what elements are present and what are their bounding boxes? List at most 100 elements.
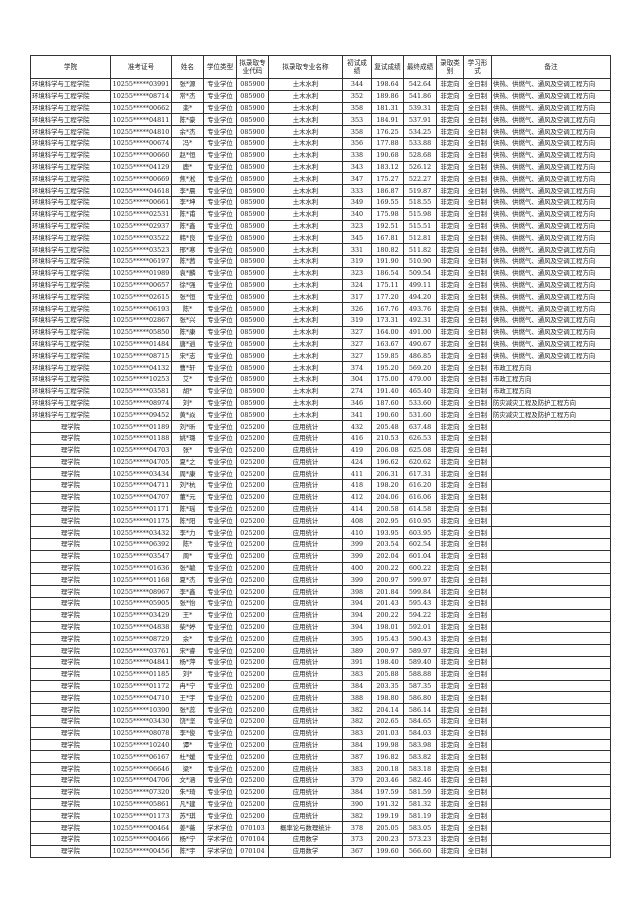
cell-major-code: 025200	[236, 762, 269, 776]
cell-college: 理学院	[30, 762, 111, 776]
cell-final-score: 492.31	[403, 313, 437, 327]
cell-note	[491, 809, 611, 823]
cell-final-score: 494.20	[403, 290, 437, 304]
cell-note: 供热、供燃气、通风及空调工程方向	[491, 349, 611, 363]
cell-retest-score: 186.54	[371, 266, 404, 280]
cell-retest-score: 203.54	[371, 538, 404, 551]
cell-prelim-score: 324	[342, 278, 372, 292]
cell-degree-type: 专业学位	[203, 372, 237, 386]
cell-exam-id: 10255*****02867	[110, 313, 172, 327]
cell-prelim-score: 374	[342, 361, 372, 374]
cell-degree-type: 专业学位	[203, 290, 237, 304]
cell-name: 杨*宁	[171, 833, 204, 846]
cell-college: 环境科学与工程学院	[30, 313, 111, 327]
cell-final-score: 581.59	[403, 785, 437, 799]
cell-exam-id: 10255*****01172	[110, 679, 172, 693]
table-row: 理学院 10255*****06392 陈* 专业学位 025200 应用统计 399 203…	[30, 538, 611, 551]
cell-exam-id: 10255*****08715	[110, 349, 172, 363]
cell-major-name: 应用统计	[268, 608, 343, 622]
cell-retest-score: 196.82	[371, 750, 404, 764]
cell-note	[491, 774, 611, 787]
cell-major-code: 025200	[236, 561, 269, 575]
cell-exam-id: 10255*****05905	[110, 597, 172, 610]
cell-final-score: 511.82	[403, 243, 437, 256]
cell-study-mode: 全日制	[463, 443, 492, 457]
table-row: 理学院 10255*****03761 宋*睿 专业学位 025200 应用统计 389 20…	[30, 644, 611, 658]
cell-major-code: 085900	[236, 148, 269, 162]
cell-admission-type: 非定向	[436, 219, 464, 233]
cell-major-code: 025200	[236, 549, 269, 563]
cell-degree-type: 学术学位	[203, 833, 237, 846]
cell-study-mode: 全日制	[463, 549, 492, 563]
cell-admission-type: 非定向	[436, 101, 464, 115]
cell-prelim-score: 414	[342, 502, 372, 516]
cell-prelim-score: 383	[342, 667, 372, 681]
cell-admission-type: 非定向	[436, 703, 464, 717]
cell-retest-score: 183.12	[371, 160, 404, 174]
cell-final-score: 510.90	[403, 254, 437, 268]
cell-note	[491, 644, 611, 658]
cell-admission-type: 非定向	[436, 797, 464, 811]
cell-degree-type: 专业学位	[203, 125, 237, 138]
cell-major-code: 085900	[236, 384, 269, 398]
cell-degree-type: 专业学位	[203, 349, 237, 363]
cell-study-mode: 全日制	[463, 396, 492, 410]
table-row: 环境科学与工程学院 10255*****03523 邢*寒 专业学位 085900 土木水…	[30, 243, 611, 256]
cell-name: 黄*焱	[171, 408, 204, 422]
cell-final-score: 533.60	[403, 396, 437, 410]
cell-major-code: 085900	[236, 243, 269, 256]
cell-study-mode: 全日制	[463, 302, 492, 315]
cell-major-name: 应用统计	[268, 750, 343, 764]
cell-final-score: 490.67	[403, 337, 437, 351]
cell-name: 刘*	[171, 396, 204, 410]
cell-college: 环境科学与工程学院	[30, 160, 111, 174]
cell-note	[491, 620, 611, 634]
cell-major-code: 085900	[236, 278, 269, 292]
table-row: 环境科学与工程学院 10255*****06197 陈*茜 专业学位 085900 土木水…	[30, 254, 611, 268]
cell-college: 理学院	[30, 620, 111, 634]
cell-major-name: 土木水利	[268, 290, 343, 304]
table-row: 环境科学与工程学院 10255*****08714 常*杰 专业学位 085900 土木水…	[30, 89, 611, 103]
cell-exam-id: 10255*****00661	[110, 195, 172, 209]
cell-name: 李*坤	[171, 195, 204, 209]
cell-study-mode: 全日制	[463, 691, 492, 705]
cell-exam-id: 10255*****06193	[110, 302, 172, 315]
cell-major-code: 085900	[236, 313, 269, 327]
cell-final-score: 594.22	[403, 608, 437, 622]
table-row: 理学院 10255*****05861 凡*建 专业学位 025200 应用统计 390 19…	[30, 797, 611, 811]
cell-final-score: 518.55	[403, 195, 437, 209]
cell-note: 供热、供燃气、通风及空调工程方向	[491, 101, 611, 115]
cell-admission-type: 非定向	[436, 325, 464, 339]
cell-name: 文*涵	[171, 774, 204, 787]
cell-major-name: 土木水利	[268, 195, 343, 209]
cell-study-mode: 全日制	[463, 455, 492, 469]
header-final-score: 最终成绩	[403, 55, 437, 79]
cell-prelim-score: 416	[342, 431, 372, 445]
cell-college: 环境科学与工程学院	[30, 254, 111, 268]
cell-name: 姜*薇	[171, 821, 204, 834]
cell-prelim-score: 338	[342, 148, 372, 162]
cell-name: 余*杰	[171, 125, 204, 138]
cell-major-code: 085900	[236, 113, 269, 127]
cell-exam-id: 10255*****04707	[110, 490, 172, 504]
cell-major-code: 085900	[236, 184, 269, 197]
cell-note	[491, 585, 611, 599]
cell-major-code: 025200	[236, 726, 269, 740]
cell-college: 环境科学与工程学院	[30, 125, 111, 138]
table-row: 环境科学与工程学院 10255*****09452 黄*焱 专业学位 085900 土木水…	[30, 408, 611, 422]
cell-degree-type: 专业学位	[203, 597, 237, 610]
cell-note	[491, 420, 611, 433]
cell-admission-type: 非定向	[436, 408, 464, 422]
cell-college: 环境科学与工程学院	[30, 337, 111, 351]
cell-note: 供热、供燃气、通风及空调工程方向	[491, 266, 611, 280]
cell-note: 供热、供燃气、通风及空调工程方向	[491, 78, 611, 91]
cell-exam-id: 10255*****04129	[110, 160, 172, 174]
cell-note	[491, 455, 611, 469]
cell-exam-id: 10255*****00657	[110, 278, 172, 292]
cell-degree-type: 专业学位	[203, 538, 237, 551]
table-row: 理学院 10255*****01172 冉*宁 专业学位 025200 应用统计 384 20…	[30, 679, 611, 693]
cell-name: 张*毓	[171, 561, 204, 575]
cell-prelim-score: 352	[342, 89, 372, 103]
cell-college: 环境科学与工程学院	[30, 266, 111, 280]
cell-name: 赵*恒	[171, 148, 204, 162]
